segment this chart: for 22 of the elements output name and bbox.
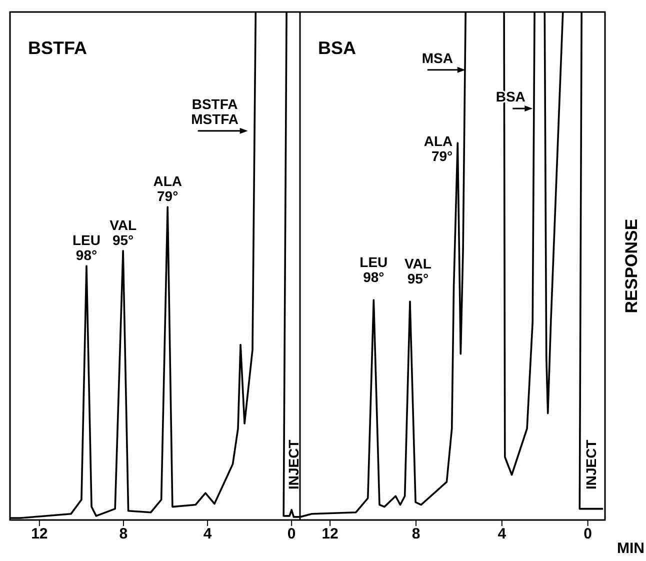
- x-tick-label: 8: [412, 526, 420, 543]
- x-tick-label: 4: [203, 526, 212, 543]
- y-axis-title: RESPONSE: [622, 218, 641, 314]
- annotation: VAL 95°: [110, 216, 137, 248]
- annotation: MSA: [422, 50, 453, 66]
- text: BSA: [318, 38, 356, 58]
- x-axis-title: MIN: [617, 540, 644, 557]
- x-tick-label: 0: [584, 526, 592, 543]
- annotation: ALA 79°: [424, 133, 453, 164]
- annotation: VAL 95°: [404, 256, 432, 287]
- text: BSTFA: [28, 38, 88, 58]
- x-tick-label: 8: [119, 526, 128, 543]
- x-tick-label: 12: [322, 526, 338, 543]
- annotation: LEU 98°: [72, 232, 100, 263]
- annotation: BSTFA MSTFA: [191, 96, 239, 127]
- annotation: LEU 98°: [360, 254, 388, 286]
- x-tick-label: 4: [498, 526, 507, 543]
- x-tick-label: 12: [31, 526, 48, 543]
- annotation: ALA 79°: [153, 173, 182, 204]
- annotation: INJECT: [582, 439, 599, 490]
- annotation: INJECT: [285, 439, 302, 490]
- x-tick-label: 0: [287, 526, 296, 543]
